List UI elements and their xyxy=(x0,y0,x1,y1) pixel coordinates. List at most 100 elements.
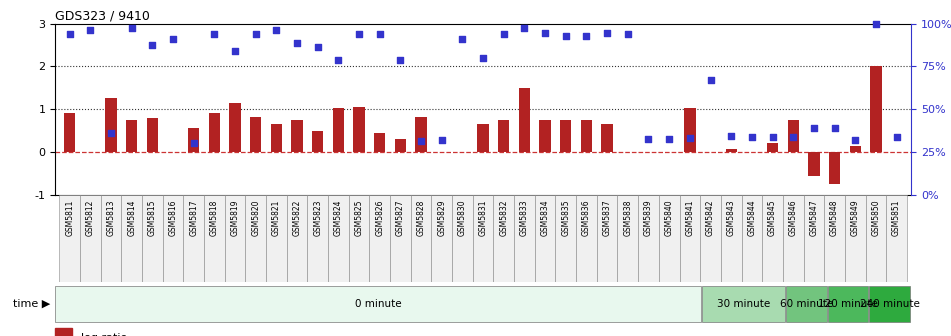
Text: GSM5851: GSM5851 xyxy=(892,199,902,236)
Point xyxy=(310,44,325,50)
FancyBboxPatch shape xyxy=(869,286,910,322)
Text: GSM5849: GSM5849 xyxy=(851,199,860,236)
Bar xyxy=(684,108,695,152)
FancyBboxPatch shape xyxy=(825,195,844,282)
Point xyxy=(165,36,181,41)
Text: GSM5829: GSM5829 xyxy=(437,199,446,236)
FancyBboxPatch shape xyxy=(804,195,825,282)
Text: GSM5819: GSM5819 xyxy=(230,199,240,236)
Text: GSM5842: GSM5842 xyxy=(706,199,715,236)
FancyBboxPatch shape xyxy=(390,195,411,282)
Bar xyxy=(126,120,137,152)
Bar xyxy=(55,328,72,336)
FancyBboxPatch shape xyxy=(142,195,163,282)
Bar xyxy=(291,120,302,152)
FancyBboxPatch shape xyxy=(122,195,142,282)
Point xyxy=(206,32,222,37)
Point xyxy=(476,55,491,60)
FancyBboxPatch shape xyxy=(163,195,184,282)
Point xyxy=(352,32,367,37)
FancyBboxPatch shape xyxy=(783,195,804,282)
Point xyxy=(435,138,450,143)
Text: GSM5815: GSM5815 xyxy=(147,199,157,236)
Text: 60 minute: 60 minute xyxy=(780,299,833,309)
Text: GSM5818: GSM5818 xyxy=(210,199,219,236)
Text: GSM5826: GSM5826 xyxy=(376,199,384,236)
FancyBboxPatch shape xyxy=(597,195,617,282)
FancyBboxPatch shape xyxy=(762,195,783,282)
FancyBboxPatch shape xyxy=(638,195,659,282)
Point xyxy=(227,49,243,54)
Bar xyxy=(808,152,820,176)
Bar xyxy=(395,139,406,152)
Text: GSM5843: GSM5843 xyxy=(727,199,736,236)
Point xyxy=(827,126,843,131)
FancyBboxPatch shape xyxy=(224,195,245,282)
Point xyxy=(745,134,760,140)
Text: GSM5824: GSM5824 xyxy=(334,199,343,236)
FancyBboxPatch shape xyxy=(865,195,886,282)
Text: GSM5821: GSM5821 xyxy=(272,199,281,236)
Point xyxy=(145,42,160,48)
FancyBboxPatch shape xyxy=(204,195,224,282)
Bar xyxy=(106,98,117,152)
Point xyxy=(724,133,739,138)
Text: GSM5817: GSM5817 xyxy=(189,199,198,236)
Point xyxy=(786,134,801,140)
Bar xyxy=(519,88,530,152)
FancyBboxPatch shape xyxy=(514,195,534,282)
Text: GSM5813: GSM5813 xyxy=(107,199,115,236)
FancyBboxPatch shape xyxy=(59,195,80,282)
Bar xyxy=(374,133,385,152)
Bar xyxy=(870,67,882,152)
Text: GSM5820: GSM5820 xyxy=(251,199,261,236)
FancyBboxPatch shape xyxy=(555,195,576,282)
Text: GSM5832: GSM5832 xyxy=(499,199,508,236)
FancyBboxPatch shape xyxy=(721,195,742,282)
FancyBboxPatch shape xyxy=(452,195,473,282)
Bar xyxy=(250,117,262,152)
Bar xyxy=(271,124,282,152)
FancyBboxPatch shape xyxy=(286,195,307,282)
FancyBboxPatch shape xyxy=(700,195,721,282)
FancyBboxPatch shape xyxy=(786,286,826,322)
Point xyxy=(496,32,512,37)
Text: 0 minute: 0 minute xyxy=(356,299,402,309)
FancyBboxPatch shape xyxy=(494,195,514,282)
Text: GSM5833: GSM5833 xyxy=(520,199,529,236)
Text: time ▶: time ▶ xyxy=(13,299,50,309)
Point xyxy=(889,134,904,140)
Text: 240 minute: 240 minute xyxy=(861,299,921,309)
Bar xyxy=(829,152,841,184)
Bar xyxy=(581,120,592,152)
Point xyxy=(269,27,284,33)
Point xyxy=(806,126,822,131)
Text: GDS323 / 9410: GDS323 / 9410 xyxy=(55,9,150,23)
Point xyxy=(641,136,656,142)
FancyBboxPatch shape xyxy=(432,195,452,282)
Text: GSM5846: GSM5846 xyxy=(788,199,798,236)
Point xyxy=(104,130,119,135)
Point xyxy=(83,27,98,33)
Point xyxy=(516,25,532,31)
Point xyxy=(62,32,77,37)
Point xyxy=(579,33,594,38)
Point xyxy=(868,21,883,26)
Text: GSM5830: GSM5830 xyxy=(458,199,467,236)
Bar xyxy=(726,149,737,152)
Point xyxy=(455,36,470,41)
Text: GSM5836: GSM5836 xyxy=(582,199,591,236)
Text: GSM5827: GSM5827 xyxy=(396,199,405,236)
Point xyxy=(662,136,677,142)
Text: GSM5837: GSM5837 xyxy=(603,199,611,236)
FancyBboxPatch shape xyxy=(80,195,101,282)
Bar xyxy=(354,107,365,152)
FancyBboxPatch shape xyxy=(245,195,266,282)
Text: GSM5811: GSM5811 xyxy=(65,199,74,236)
Bar xyxy=(767,142,778,152)
Text: GSM5835: GSM5835 xyxy=(561,199,571,236)
Text: GSM5838: GSM5838 xyxy=(623,199,632,236)
FancyBboxPatch shape xyxy=(266,195,286,282)
Text: GSM5834: GSM5834 xyxy=(540,199,550,236)
Text: GSM5825: GSM5825 xyxy=(355,199,363,236)
